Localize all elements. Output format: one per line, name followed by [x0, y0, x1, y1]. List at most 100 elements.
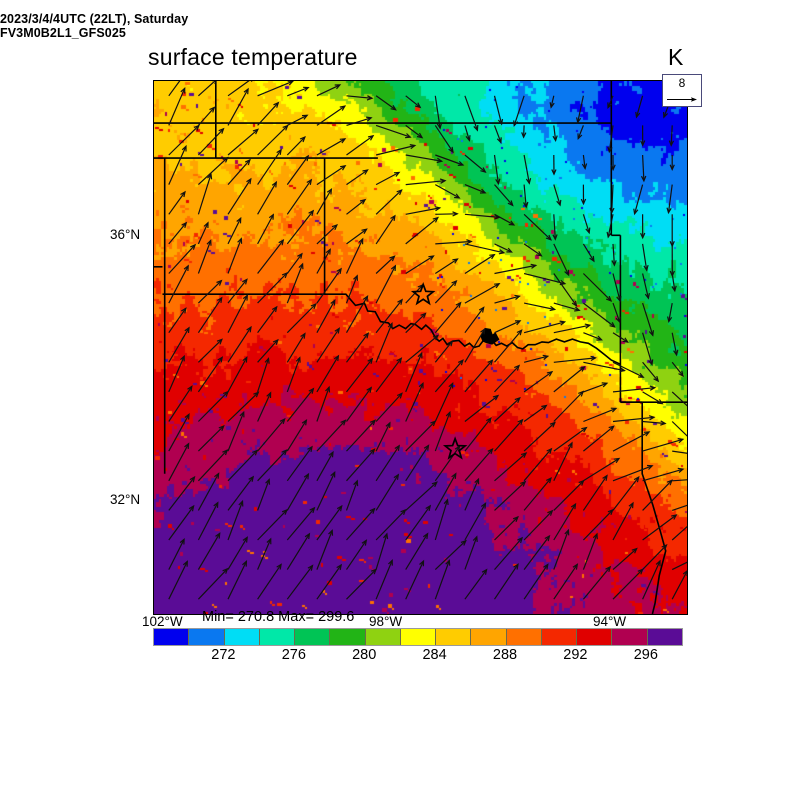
wind-vector — [405, 420, 437, 452]
wind-vector — [464, 394, 500, 422]
colorbar-tick-284: 284 — [422, 647, 447, 663]
wind-vector — [257, 148, 282, 185]
axis-label-lat-36n: 36°N — [110, 227, 141, 242]
wind-vector — [257, 417, 286, 452]
wind-vector — [464, 282, 501, 304]
wind-vector — [583, 332, 603, 341]
wind-vector — [464, 154, 487, 174]
wind-vector — [405, 178, 447, 186]
wind-vector — [494, 263, 538, 275]
wind-vector — [494, 396, 521, 422]
wind-vector — [635, 95, 644, 119]
wind-vector — [346, 507, 376, 541]
colorbar-tick-292: 292 — [563, 647, 588, 663]
colorbar-swatch-14 — [647, 629, 682, 645]
wind-vector — [464, 95, 479, 132]
wind-vector — [257, 338, 279, 363]
wind-vector — [513, 95, 525, 128]
wind-vector — [316, 529, 334, 570]
map-plot-area[interactable] — [153, 80, 688, 615]
wind-vector — [671, 525, 687, 541]
wind-vector — [375, 144, 417, 156]
wind-key-value: 8 — [678, 76, 686, 90]
wind-vector — [197, 449, 229, 482]
wind-vector — [553, 184, 562, 207]
wind-vector — [286, 387, 315, 422]
axis-label-lon-102w: 102°W — [142, 614, 183, 629]
wind-vector — [346, 448, 376, 482]
wind-vector — [286, 209, 315, 245]
wind-vector — [464, 502, 487, 541]
wind-vector — [434, 279, 458, 304]
axis-label-lat-32n: 32°N — [110, 492, 141, 507]
wind-vector — [316, 354, 340, 393]
wind-vector — [553, 441, 573, 482]
wind-vector — [523, 421, 556, 452]
wind-vector — [168, 354, 185, 393]
wind-vector — [640, 214, 646, 240]
colorbar-swatch-12 — [577, 629, 613, 645]
wind-vector — [227, 356, 248, 393]
wind-vector — [671, 421, 687, 437]
wind-vector — [493, 125, 502, 144]
colorbar-swatch-0 — [154, 629, 190, 645]
colorbar-tick-labels: 272 276 280 284 288 292 296 — [153, 647, 681, 665]
station-star-south[interactable] — [442, 436, 468, 460]
colorbar[interactable] — [153, 628, 683, 646]
wind-vector — [494, 294, 521, 304]
wind-vector — [434, 95, 443, 130]
wind-vector — [435, 154, 465, 166]
wind-vector — [642, 420, 667, 426]
wind-vector — [286, 262, 304, 304]
wind-vector — [583, 361, 626, 373]
wind-vector — [346, 419, 377, 452]
colorbar-tick-280: 280 — [352, 647, 377, 663]
wind-vector — [227, 499, 244, 541]
wind-vector — [346, 95, 374, 101]
boundary-red-river-tx-ok — [324, 293, 621, 366]
wind-vector — [286, 252, 303, 274]
colorbar-swatch-4 — [295, 629, 331, 645]
wind-vector — [257, 449, 288, 482]
wind-vector — [582, 273, 613, 302]
wind-vector — [606, 214, 614, 239]
wind-vector — [523, 563, 549, 600]
wind-vector — [168, 537, 185, 570]
wind-vector — [642, 514, 678, 541]
wind-vector — [168, 144, 187, 185]
wind-vector — [316, 563, 343, 600]
wind-vector — [523, 447, 553, 482]
wind-vector — [405, 504, 432, 541]
wind-vector — [286, 154, 310, 185]
wind-vector — [197, 296, 223, 334]
wind-vector — [168, 124, 200, 156]
station-star-north[interactable] — [410, 281, 436, 306]
wind-vector — [345, 294, 369, 333]
wind-vector — [168, 221, 188, 245]
wind-vector — [316, 470, 336, 511]
wind-vector — [316, 84, 342, 97]
wind-vector — [671, 332, 679, 357]
wind-vector — [257, 180, 278, 215]
wind-vector — [523, 302, 557, 312]
wind-vector — [405, 351, 423, 393]
wind-vector — [286, 178, 313, 215]
wind-vector — [642, 243, 649, 272]
wind-vector — [346, 386, 373, 422]
wind-vector — [464, 417, 492, 452]
wind-vector — [227, 560, 248, 600]
wind-vector — [494, 213, 516, 226]
wind-vector — [523, 370, 554, 393]
wind-vector — [375, 559, 393, 600]
wind-vector — [523, 184, 529, 209]
wind-vector — [494, 563, 519, 600]
wind-vector — [494, 418, 524, 452]
wind-vector — [286, 332, 306, 363]
wind-vector — [257, 101, 280, 126]
wind-vector — [227, 216, 242, 245]
wind-vector — [494, 329, 523, 363]
wind-vector — [168, 560, 188, 600]
colorbar-swatch-7 — [400, 629, 437, 645]
wind-vector — [642, 467, 685, 482]
wind-vector — [405, 206, 442, 215]
